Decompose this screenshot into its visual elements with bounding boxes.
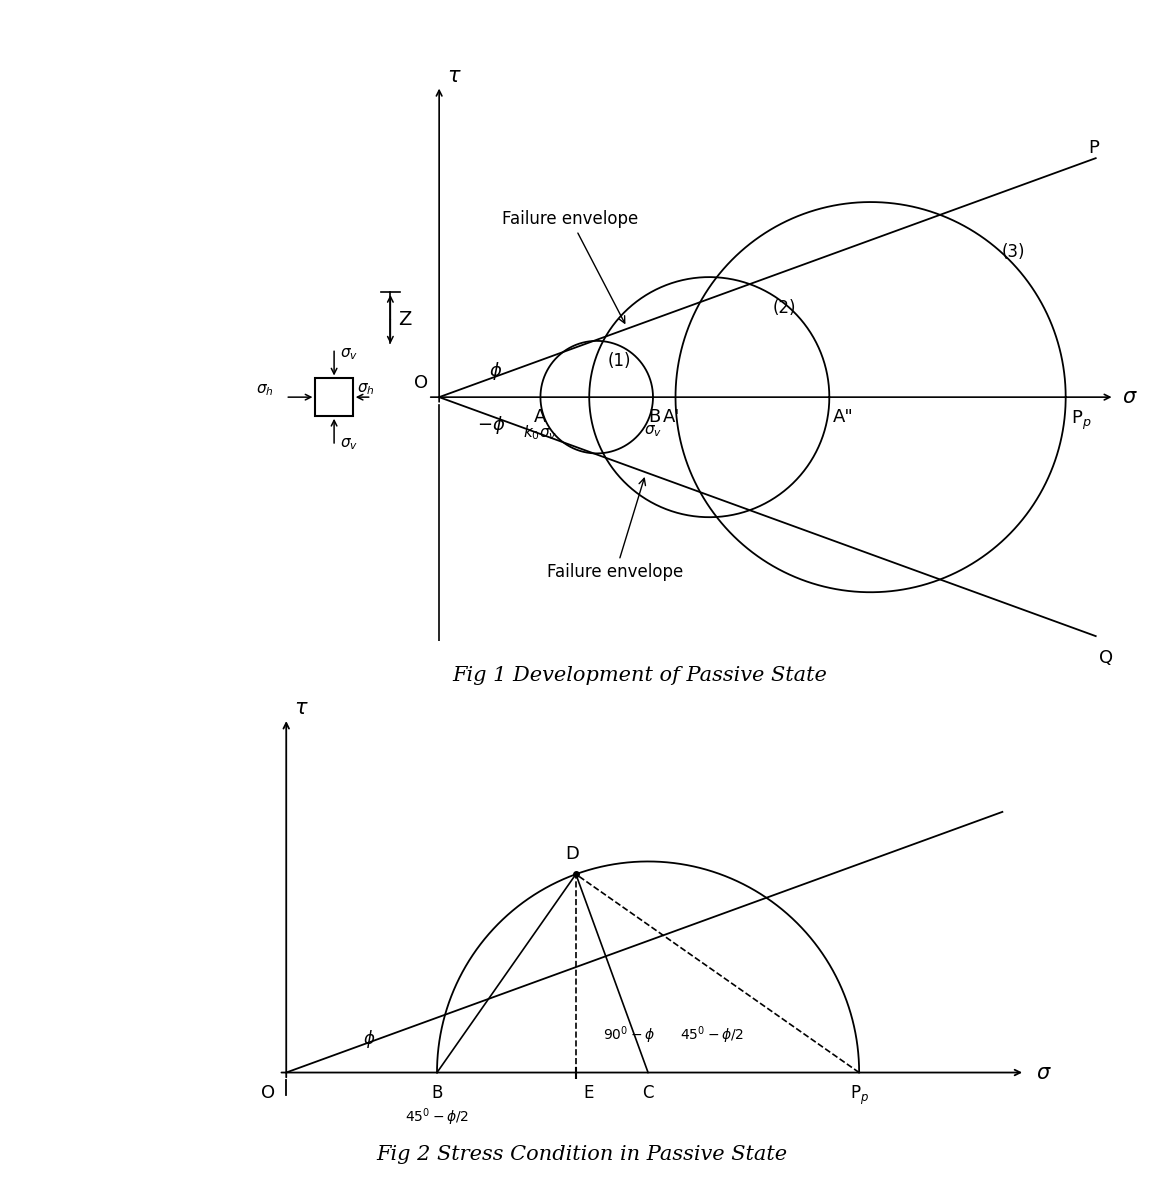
Bar [315,378,353,416]
Text: B: B [432,1084,442,1102]
Text: $k_0\sigma_v$: $k_0\sigma_v$ [524,424,558,442]
Text: Q: Q [1100,649,1114,667]
Text: P$_p$: P$_p$ [1071,408,1092,432]
Text: B: B [648,408,661,426]
Text: $\phi$: $\phi$ [363,1027,375,1050]
Text: $\sigma_h$: $\sigma_h$ [256,383,274,398]
Text: $-\phi$: $-\phi$ [477,414,506,437]
Text: $\tau$: $\tau$ [447,66,461,85]
Text: O: O [413,373,428,391]
Text: E: E [583,1084,594,1102]
Text: Failure envelope: Failure envelope [547,479,683,581]
Text: $\sigma$: $\sigma$ [1122,388,1137,407]
Text: C: C [643,1084,654,1102]
Text: $\sigma_v$: $\sigma_v$ [644,424,662,439]
Text: $\sigma_v$: $\sigma_v$ [340,347,357,362]
Text: P$_p$: P$_p$ [850,1084,868,1108]
Text: Fig 1 Development of Passive State: Fig 1 Development of Passive State [453,666,828,685]
Text: $45^0 - \phi/2$: $45^0 - \phi/2$ [680,1025,744,1046]
Text: Fig 2 Stress Condition in Passive State: Fig 2 Stress Condition in Passive State [376,1145,788,1164]
Text: $\tau$: $\tau$ [293,698,308,719]
Text: A': A' [663,408,681,426]
Text: P: P [1088,139,1099,157]
Text: Z: Z [398,310,411,329]
Text: (2): (2) [773,299,796,317]
Text: O: O [261,1084,275,1102]
Text: D: D [566,845,579,863]
Text: $\sigma_v$: $\sigma_v$ [340,437,357,452]
Text: (3): (3) [1001,242,1025,260]
Text: Failure envelope: Failure envelope [503,210,639,323]
Text: $\sigma_h$: $\sigma_h$ [356,382,375,397]
Text: (1): (1) [608,352,631,370]
Text: $\phi$: $\phi$ [489,360,502,382]
Text: $90^0 - \phi$: $90^0 - \phi$ [603,1025,655,1046]
Text: A: A [534,408,547,426]
Text: $\sigma$: $\sigma$ [1036,1062,1052,1082]
Text: A": A" [833,408,854,426]
Text: $45^0 - \phi/2$: $45^0 - \phi/2$ [405,1106,469,1128]
